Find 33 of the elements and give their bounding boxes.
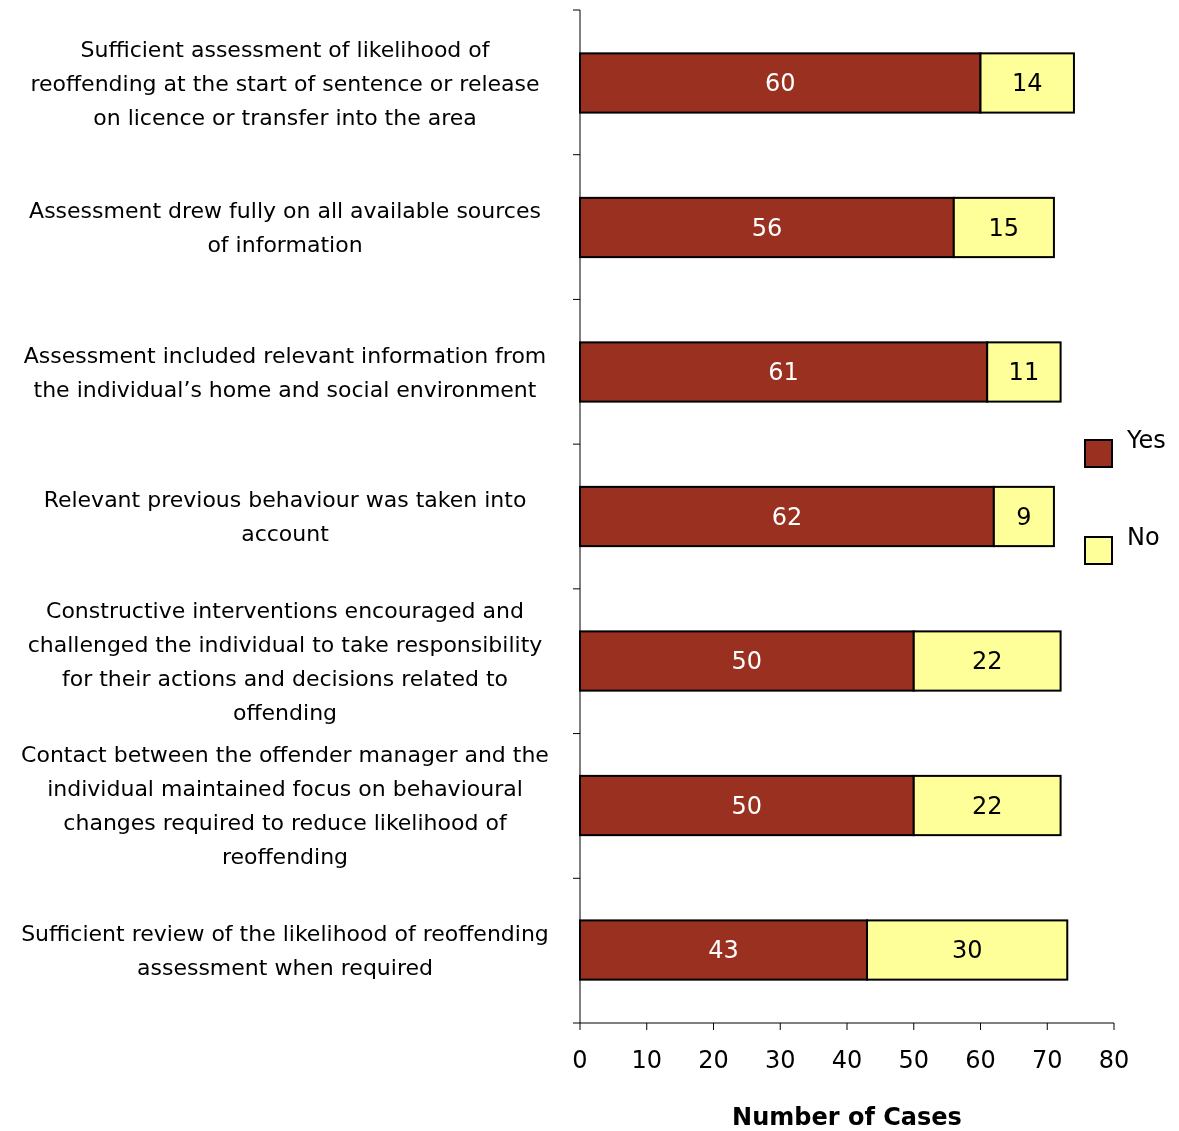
data-label: 14 xyxy=(1011,69,1043,98)
x-tick-label: 20 xyxy=(698,1046,729,1075)
legend-label: Yes xyxy=(1126,426,1166,455)
data-label: 9 xyxy=(1016,502,1032,531)
y-tick-label: Sufficient review of the likelihood of reoffending assessment when required xyxy=(21,920,549,980)
x-tick-label: 50 xyxy=(898,1046,930,1075)
data-label: 56 xyxy=(751,213,783,242)
data-label: 22 xyxy=(971,647,1003,676)
legend-label: No xyxy=(1127,523,1160,552)
data-label: 61 xyxy=(768,358,799,387)
data-label: 62 xyxy=(771,502,803,531)
x-tick-label: 40 xyxy=(831,1046,863,1075)
data-label: 15 xyxy=(988,213,1020,242)
x-axis-title: Number of Cases xyxy=(732,1103,962,1131)
data-label: 22 xyxy=(971,791,1003,820)
data-label: 30 xyxy=(951,936,983,965)
y-tick-label: Contact between the offender manager and the individual maintained focus on behavioural changes required to reduce likelihood of reoffending xyxy=(21,742,549,870)
data-label: 43 xyxy=(708,936,739,965)
x-tick-label: 80 xyxy=(1098,1046,1130,1075)
data-label: 11 xyxy=(1008,358,1040,387)
x-tick-label: 0 xyxy=(572,1046,588,1075)
y-tick-label: Assessment drew fully on all available sources of information xyxy=(29,198,541,258)
x-tick-label: 10 xyxy=(631,1046,663,1075)
data-label: 50 xyxy=(731,791,763,820)
x-tick-label: 70 xyxy=(1031,1046,1063,1075)
data-label: 50 xyxy=(731,647,763,676)
y-tick-label: Relevant previous behaviour was taken into account xyxy=(43,487,527,547)
data-label: 60 xyxy=(764,69,796,98)
y-tick-label: Constructive interventions encouraged and challenged the individual to take responsibility for their actions and decisions related to offending xyxy=(27,597,543,725)
y-tick-label: Sufficient assessment of likelihood of reoffending at the start of sentence or release on licence or transfer into the area xyxy=(30,36,540,130)
y-tick-label: Assessment included relevant information from the individual’s home and social environment xyxy=(23,342,547,402)
x-tick-label: 30 xyxy=(764,1046,796,1075)
x-tick-label: 60 xyxy=(965,1046,996,1075)
